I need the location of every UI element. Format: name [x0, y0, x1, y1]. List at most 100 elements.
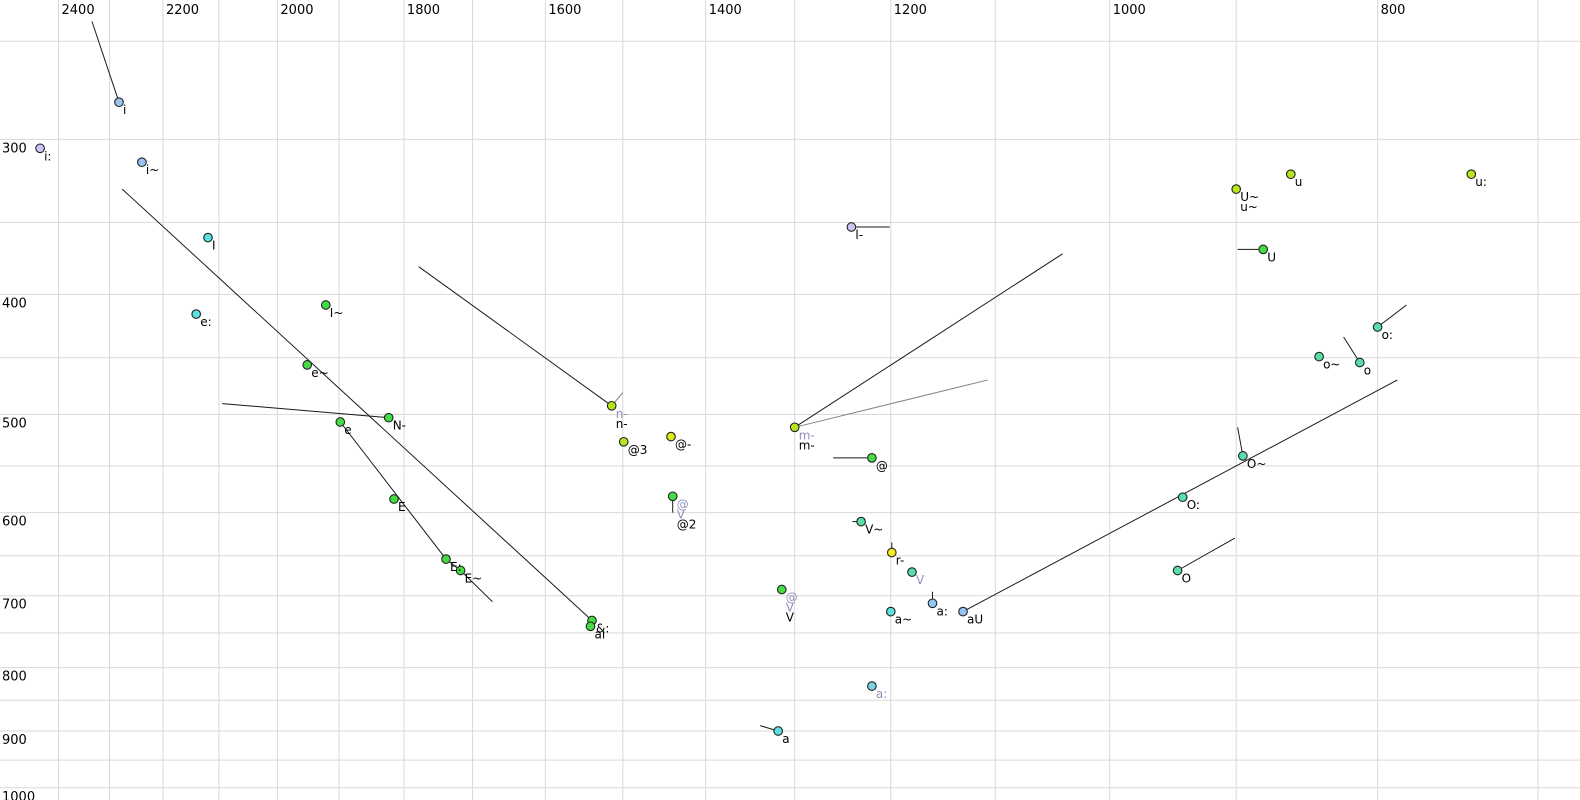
x-tick-label: 2400: [62, 3, 95, 18]
y-tick-label: 600: [2, 515, 27, 530]
vowel-point-I-nas[interactable]: [320, 300, 331, 310]
vowel-point-u[interactable]: [1285, 169, 1296, 180]
vowel-point-i-long[interactable]: [35, 143, 45, 154]
point-label-u-long-0: u:: [1475, 175, 1487, 189]
point-label-U-nas-1: u~: [1240, 200, 1258, 214]
vowel-point-e[interactable]: [335, 417, 346, 427]
vowel-point-I[interactable]: [203, 232, 213, 243]
vowel-point-E-long[interactable]: [441, 554, 451, 564]
vowel-point-V-gray[interactable]: [907, 567, 917, 577]
vowel-point-U-nas[interactable]: [1231, 184, 1242, 194]
x-tick-label: 1200: [894, 3, 927, 18]
point-label-at-0: @: [876, 459, 888, 473]
vowel-point-n-[interactable]: [606, 400, 617, 411]
trajectory-line-N-: [222, 403, 389, 419]
point-label-E-nas-0: E~: [465, 572, 483, 586]
point-label-N--0: N-: [393, 419, 406, 433]
point-label-O-long-0: O:: [1187, 498, 1200, 512]
vowel-point-a-long-gray[interactable]: [867, 681, 877, 691]
point-label-i-long-0: i:: [44, 149, 51, 163]
vowel-point-at-[interactable]: [666, 431, 676, 442]
point-label-u-0: u: [1295, 175, 1303, 189]
point-label-amp-long-0: &:: [596, 622, 609, 636]
point-label-E-0: E: [398, 500, 406, 514]
trajectory-line-m-: [794, 253, 1063, 428]
vowel-point-a[interactable]: [773, 726, 784, 736]
axis-tick-labels: 2400 2200 2000 1800 1600 1400 1200 1000 800 300 40…: [2, 3, 1405, 800]
vowel-point-o-long[interactable]: [1372, 322, 1383, 332]
y-tick-label: 700: [2, 598, 27, 613]
vowel-point-a-long[interactable]: [927, 598, 938, 609]
vowel-point-N-[interactable]: [383, 412, 394, 423]
vowel-point-at[interactable]: [867, 453, 877, 463]
vowel-point-l-[interactable]: [846, 222, 857, 232]
vowel-point-O-long[interactable]: [1177, 492, 1188, 503]
point-label-i-nas-0: i~: [146, 163, 159, 177]
y-tick-label: 500: [2, 416, 27, 431]
vowel-point-i[interactable]: [114, 97, 124, 108]
vowel-point-o[interactable]: [1354, 357, 1365, 368]
x-tick-label: 2200: [166, 3, 199, 18]
trajectory-line-e: [339, 421, 493, 603]
x-tick-label: 1400: [709, 3, 742, 18]
vowel-point-O[interactable]: [1172, 565, 1183, 576]
point-label-at3-0: @3: [628, 443, 648, 457]
point-label-at2-0: @: [677, 497, 689, 511]
point-label-r--0: r-: [896, 554, 905, 568]
point-label-a-0: a: [782, 732, 789, 746]
y-tick-label: 300: [2, 141, 27, 156]
vowel-point-i-nas[interactable]: [137, 157, 147, 168]
point-label-n--0: n-: [616, 407, 628, 421]
vowel-point-r-[interactable]: [886, 547, 897, 558]
vowel-point-E[interactable]: [389, 494, 399, 504]
point-label-e-nas-0: e~: [311, 366, 328, 380]
point-label-m--0: m-: [799, 428, 815, 442]
vowel-point-o-nas[interactable]: [1314, 351, 1324, 362]
point-label-l--0: l-: [855, 228, 863, 242]
vowel-point-m-[interactable]: [789, 422, 800, 433]
trajectory-line-o: [1343, 336, 1361, 363]
trajectory-line-O: [1177, 537, 1236, 571]
vowel-point-a-nas[interactable]: [885, 606, 896, 617]
trajectory-lines: [91, 21, 1407, 732]
point-label-a-long-gray-0: a:: [876, 687, 887, 701]
point-label-I-nas-0: I~: [330, 306, 344, 320]
vowel-point-U[interactable]: [1258, 244, 1269, 255]
point-label-at--0: @-: [675, 438, 691, 452]
x-tick-label: 1000: [1113, 3, 1146, 18]
trajectory-line-i: [91, 21, 120, 103]
point-label-V-2: V: [786, 611, 795, 625]
point-label-n--1: n-: [616, 417, 628, 431]
point-label-at2-2: @2: [677, 517, 697, 531]
point-label-E-long-0: E:: [450, 560, 462, 574]
point-labels: ii:i~Ie:I~e~e N-EE:E~&:ain-n-@3 @-@V@2m-m-…: [44, 103, 1487, 746]
point-label-V-nas-0: V~: [865, 523, 883, 537]
vowel-point-e-nas[interactable]: [302, 360, 313, 370]
trajectory-line-o-long: [1377, 304, 1407, 328]
point-label-V-0: @: [786, 591, 798, 605]
vowel-point-V[interactable]: [776, 584, 787, 595]
vowel-point-aU[interactable]: [958, 606, 968, 617]
vowel-point-at2[interactable]: [667, 491, 678, 502]
x-tick-label: 800: [1381, 3, 1406, 18]
point-label-m--1: m-: [799, 438, 815, 452]
vowel-point-O-nas[interactable]: [1238, 451, 1248, 461]
vowel-point-V-nas[interactable]: [856, 516, 866, 527]
point-label-U-0: U: [1267, 250, 1276, 264]
point-label-V-gray-0: V: [916, 573, 925, 587]
vowel-point-ai[interactable]: [585, 621, 596, 632]
point-label-O-0: O: [1182, 572, 1191, 586]
vowel-point-at3[interactable]: [618, 436, 629, 447]
x-tick-label: 2000: [280, 3, 313, 18]
point-label-o-long-0: o:: [1382, 328, 1393, 342]
y-tick-label: 800: [2, 670, 27, 685]
vowel-point-u-long[interactable]: [1466, 169, 1477, 180]
point-label-e-0: e: [344, 423, 351, 437]
vowel-point-e-long[interactable]: [191, 309, 202, 319]
point-label-V-1: V: [786, 601, 795, 615]
vowel-point-E-nas[interactable]: [455, 565, 466, 576]
point-label-U-nas-0: U~: [1240, 190, 1259, 204]
